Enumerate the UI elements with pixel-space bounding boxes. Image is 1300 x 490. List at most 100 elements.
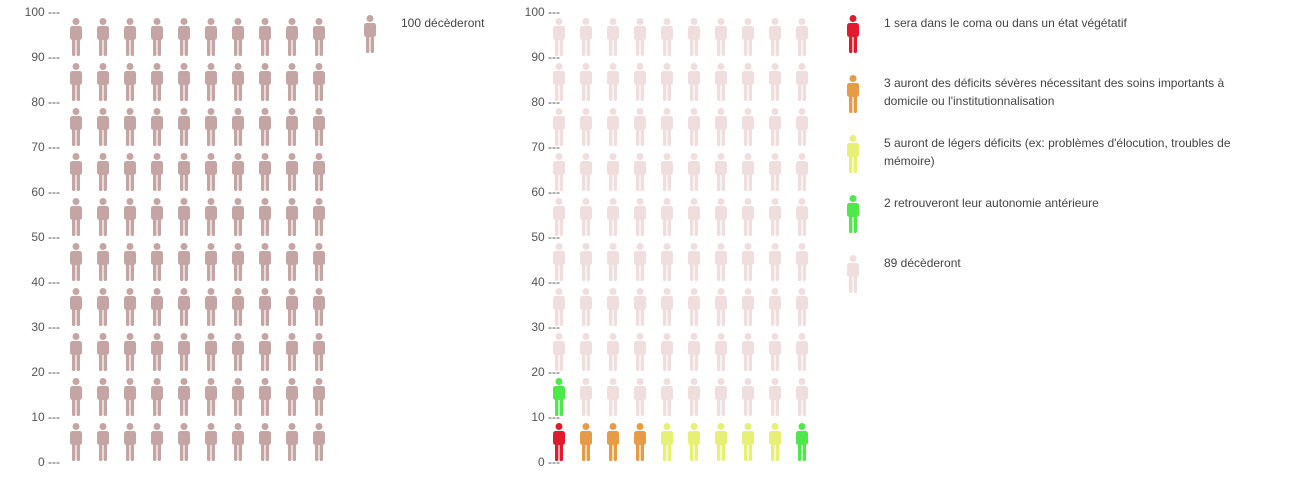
person-icon — [313, 333, 325, 371]
person-icon — [742, 153, 754, 191]
person-icon — [259, 18, 271, 56]
person-icon — [553, 288, 565, 326]
person-icon — [124, 18, 136, 56]
person-icon — [178, 198, 190, 236]
person-icon — [124, 243, 136, 281]
person-icon — [742, 198, 754, 236]
person-icon — [124, 198, 136, 236]
person-icon — [313, 63, 325, 101]
person-icon — [151, 153, 163, 191]
person-icon — [796, 18, 808, 56]
legend-label: 5 auront de légers déficits (ex: problèm… — [884, 136, 1231, 168]
person-icon — [97, 288, 109, 326]
person-icon — [634, 288, 646, 326]
person-icon — [796, 243, 808, 281]
person-icon — [232, 333, 244, 371]
person-icon — [70, 198, 82, 236]
person-icon — [661, 198, 673, 236]
person-icon — [124, 288, 136, 326]
person-icon — [553, 423, 565, 461]
person-icon — [205, 288, 217, 326]
person-icon — [607, 288, 619, 326]
person-icon — [313, 243, 325, 281]
y-tick-label: 60 --- — [31, 185, 60, 199]
person-icon — [796, 423, 808, 461]
person-icon — [178, 153, 190, 191]
person-icon — [70, 333, 82, 371]
person-icon — [70, 423, 82, 461]
person-icon — [70, 288, 82, 326]
person-icon — [205, 333, 217, 371]
person-icon — [286, 243, 298, 281]
person-icon — [769, 198, 781, 236]
legend-person-icon — [847, 195, 859, 233]
person-icon — [634, 108, 646, 146]
person-icon — [688, 423, 700, 461]
person-icon — [796, 378, 808, 416]
person-icon — [259, 378, 271, 416]
person-icon — [232, 108, 244, 146]
person-icon — [634, 18, 646, 56]
person-icon — [715, 243, 727, 281]
person-icon — [634, 63, 646, 101]
person-icon — [688, 333, 700, 371]
person-icon — [553, 108, 565, 146]
y-tick-label: 50 --- — [31, 230, 60, 244]
right-icon-array-panel: 100 --- 90 --- 80 --- 70 --- 60 --- 50 --- 40 … — [500, 0, 830, 490]
person-icon — [124, 153, 136, 191]
person-icon — [607, 153, 619, 191]
person-icon — [124, 333, 136, 371]
y-tick-label: 100 --- — [24, 5, 60, 19]
person-icon — [661, 288, 673, 326]
person-icon — [313, 18, 325, 56]
person-icon — [232, 288, 244, 326]
person-icon — [286, 333, 298, 371]
person-icon — [661, 243, 673, 281]
y-tick-label: 30 --- — [531, 320, 560, 334]
person-icon — [580, 423, 592, 461]
person-icon — [124, 108, 136, 146]
y-tick-label: 0 --- — [38, 455, 60, 469]
person-icon — [151, 423, 163, 461]
person-icon — [205, 108, 217, 146]
person-icon — [151, 378, 163, 416]
person-icon — [634, 333, 646, 371]
person-icon — [286, 198, 298, 236]
legend-label: 100 décèderont — [401, 16, 485, 30]
person-icon — [286, 378, 298, 416]
person-icon — [151, 18, 163, 56]
person-icon — [607, 18, 619, 56]
person-icon — [97, 63, 109, 101]
person-icon — [313, 108, 325, 146]
person-icon — [286, 108, 298, 146]
person-icon — [151, 288, 163, 326]
person-icon — [70, 108, 82, 146]
person-icon — [313, 198, 325, 236]
person-icon — [634, 243, 646, 281]
person-icon — [661, 153, 673, 191]
person-icon — [553, 18, 565, 56]
person-icon — [259, 423, 271, 461]
person-icon — [688, 198, 700, 236]
person-icon — [232, 423, 244, 461]
person-icon — [124, 378, 136, 416]
person-icon — [742, 108, 754, 146]
person-icon — [715, 198, 727, 236]
y-tick-label: 80 --- — [531, 95, 560, 109]
person-icon — [178, 288, 190, 326]
person-icon — [634, 423, 646, 461]
person-icon — [715, 108, 727, 146]
person-icon — [796, 108, 808, 146]
person-icon — [634, 198, 646, 236]
person-icon — [688, 288, 700, 326]
person-icon — [769, 423, 781, 461]
person-icon — [205, 18, 217, 56]
person-icon — [205, 198, 217, 236]
person-icon — [769, 153, 781, 191]
person-icon — [97, 333, 109, 371]
person-icon — [847, 75, 859, 113]
person-icon — [661, 63, 673, 101]
legend-person-icon — [847, 255, 859, 293]
person-icon — [688, 378, 700, 416]
person-icon — [580, 63, 592, 101]
